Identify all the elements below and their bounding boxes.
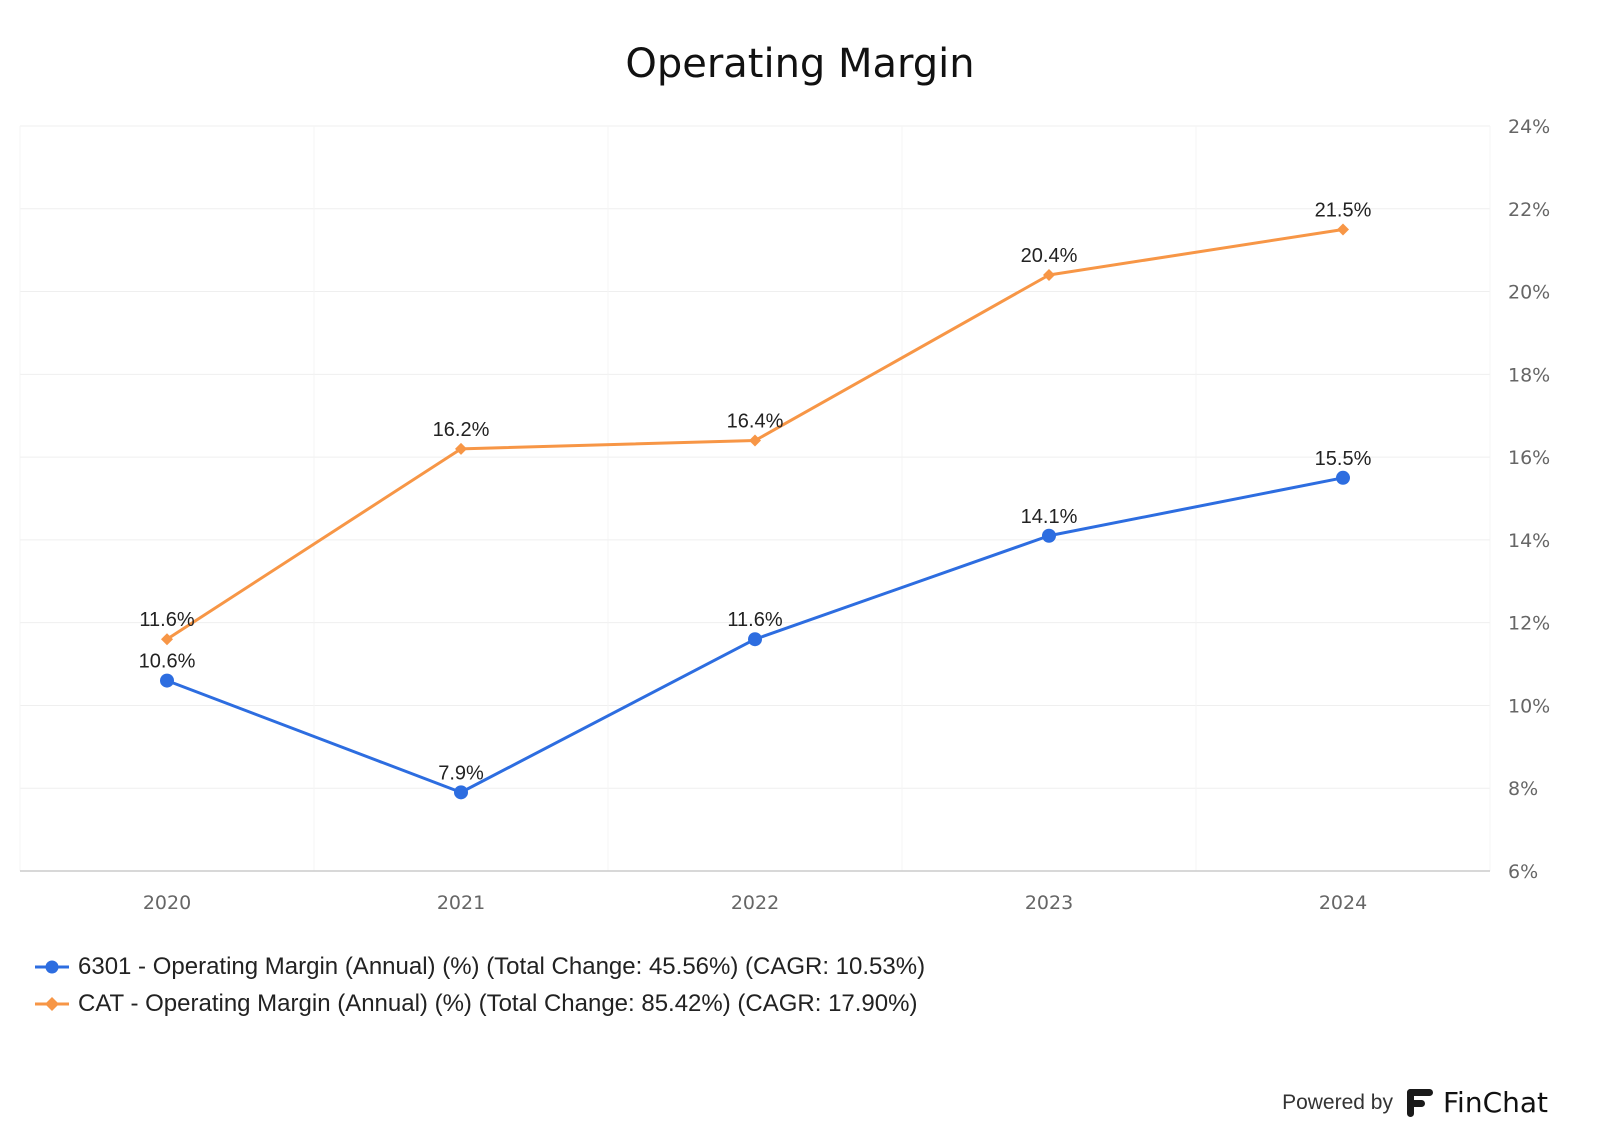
data-labels: 10.6% 7.9% 11.6% 14.1% 15.5% 11.6% 16.2% 16.4% 2… (139, 199, 1372, 784)
data-point-diamond (1337, 223, 1349, 236)
legend: 6301 - Operating Margin (Annual) (%) (To… (34, 948, 925, 1022)
data-label: 15.5% (1315, 448, 1372, 470)
data-label: 21.5% (1315, 199, 1372, 221)
y-tick-label: 14% (1508, 530, 1550, 552)
data-label: 11.6% (727, 609, 782, 631)
data-point-circle (748, 632, 762, 647)
x-tick-label: 2021 (437, 892, 485, 914)
legend-item-cat[interactable]: CAT - Operating Margin (Annual) (%) (Tot… (34, 985, 925, 1022)
data-label: 16.2% (433, 419, 490, 441)
finchat-logo-icon (1406, 1088, 1433, 1117)
chart-grid (19, 125, 1491, 871)
data-point-circle (454, 785, 468, 800)
chart-title: Operating Margin (625, 41, 974, 87)
data-label: 7.9% (438, 762, 484, 784)
series-line-1 (166, 227, 1344, 641)
data-label: 11.6% (139, 609, 194, 631)
y-tick-label: 8% (1508, 778, 1538, 800)
data-point-circle (1336, 470, 1350, 485)
data-label: 10.6% (139, 651, 196, 673)
x-tick-label: 2024 (1319, 892, 1367, 914)
powered-by-finchat[interactable]: Powered by FinChat (1282, 1086, 1548, 1119)
legend-label-cat: CAT - Operating Margin (Annual) (%) (Tot… (78, 989, 918, 1017)
legend-item-6301[interactable]: 6301 - Operating Margin (Annual) (%) (To… (34, 948, 925, 985)
y-tick-label: 16% (1508, 447, 1550, 469)
y-tick-label: 6% (1508, 861, 1538, 883)
data-point-diamond (749, 434, 761, 447)
legend-marker-circle-icon (35, 960, 69, 973)
data-label: 14.1% (1021, 506, 1078, 528)
y-axis: 6% 8% 10% 12% 14% 16% 18% 20% 22% 24% (1508, 116, 1550, 883)
y-tick-label: 20% (1508, 282, 1550, 304)
x-tick-label: 2022 (731, 892, 779, 914)
data-label: 16.4% (727, 411, 784, 433)
data-point-circle (160, 673, 174, 688)
data-label: 20.4% (1021, 245, 1078, 267)
y-tick-label: 24% (1508, 116, 1550, 138)
data-point-circle (1042, 528, 1056, 543)
data-point-diamond (455, 442, 467, 455)
legend-label-6301: 6301 - Operating Margin (Annual) (%) (To… (78, 952, 926, 980)
series-layer (160, 223, 1350, 800)
y-tick-label: 12% (1508, 613, 1550, 635)
x-tick-label: 2020 (143, 892, 191, 914)
y-tick-label: 18% (1508, 364, 1550, 386)
y-tick-label: 22% (1508, 199, 1550, 221)
data-point-diamond (161, 633, 173, 646)
finchat-brand-text: FinChat (1442, 1086, 1548, 1119)
powered-by-text: Powered by (1282, 1090, 1393, 1114)
x-tick-label: 2023 (1025, 892, 1073, 914)
y-tick-label: 10% (1508, 695, 1550, 717)
legend-marker-diamond-icon (35, 996, 69, 1011)
data-point-diamond (1043, 269, 1055, 281)
x-axis: 2020 2021 2022 2023 2024 (20, 870, 1490, 914)
